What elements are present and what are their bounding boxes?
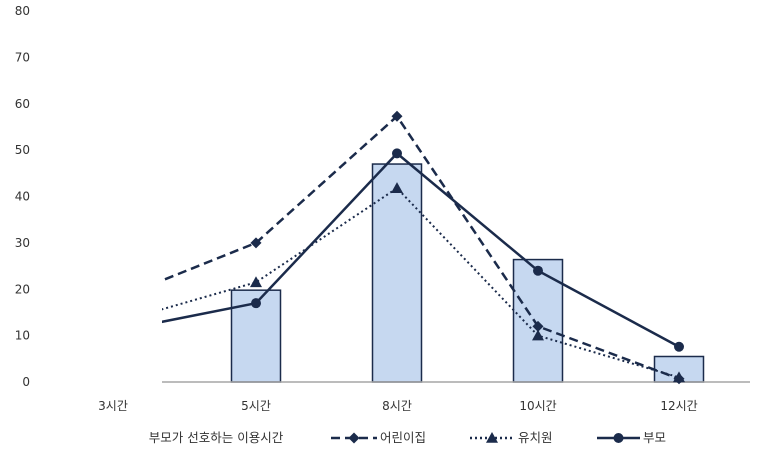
triangle-marker [673, 371, 685, 383]
x-tick-label: 3시간 [98, 399, 128, 413]
legend-item: 부모 [597, 430, 666, 445]
circle-marker [533, 265, 543, 276]
y-tick-label: 80 [15, 4, 30, 18]
y-tick-label: 0 [22, 375, 30, 389]
line-series [162, 110, 685, 385]
y-tick-label: 40 [15, 190, 30, 204]
y-axis: 0 10 20 30 40 50 60 70 80 [15, 4, 30, 389]
legend-item: 어린이집 [331, 430, 426, 445]
y-tick-label: 30 [15, 236, 30, 250]
line-series [162, 182, 685, 383]
series-line [162, 151, 680, 348]
series-line [162, 186, 680, 379]
x-tick-label: 12시간 [660, 399, 697, 413]
y-tick-label: 70 [15, 50, 30, 64]
bar [371, 163, 423, 383]
series-line [162, 114, 680, 380]
legend: 부모가 선호하는 이용시간 어린이집 유치원 부모 [149, 430, 666, 445]
diamond-marker [391, 110, 403, 122]
y-tick-label: 20 [15, 282, 30, 296]
legend-label: 유치원 [518, 430, 553, 445]
line-series-group [162, 110, 685, 385]
x-tick-label: 10시간 [519, 399, 556, 413]
bar-series [230, 163, 705, 383]
circle-marker [613, 433, 624, 443]
legend-label: 부모 [643, 430, 666, 445]
y-tick-label: 10 [15, 329, 30, 343]
diamond-marker [348, 432, 360, 444]
diamond-marker [532, 320, 544, 332]
y-tick-label: 50 [15, 143, 30, 157]
triangle-marker [532, 329, 544, 341]
y-tick-label: 60 [15, 97, 30, 111]
bar [512, 258, 564, 383]
legend-label: 어린이집 [380, 430, 426, 445]
triangle-marker [391, 182, 403, 193]
x-tick-label: 5시간 [241, 399, 271, 413]
circle-marker [251, 298, 261, 309]
diamond-marker [250, 237, 262, 249]
legend-label: 부모가 선호하는 이용시간 [149, 430, 284, 445]
x-tick-label: 8시간 [382, 399, 412, 413]
circle-marker [674, 341, 684, 352]
x-tick-labels: 3시간 5시간 8시간 10시간 12시간 [98, 399, 698, 413]
circle-marker [392, 148, 402, 159]
triangle-marker [250, 276, 262, 288]
triangle-marker [486, 432, 498, 443]
line-series [162, 148, 684, 352]
legend-item: 유치원 [470, 430, 553, 445]
